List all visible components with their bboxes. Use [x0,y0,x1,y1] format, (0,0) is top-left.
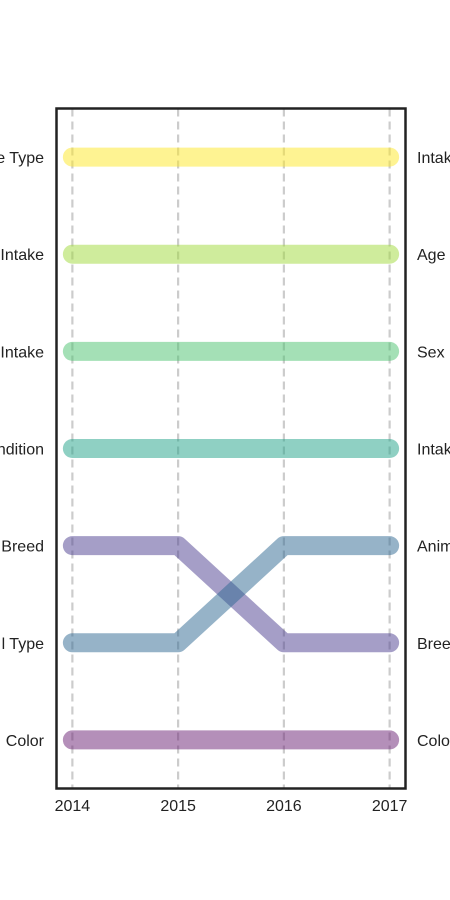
left-rank-label: ndition [0,442,44,459]
right-rank-label: Age [417,247,446,264]
right-rank-label: Intak [417,150,450,167]
right-rank-label: Bree [417,636,450,653]
left-rank-label: l Type [2,636,45,653]
left-rank-label: Color [6,733,45,750]
right-rank-label: Colo [417,733,450,750]
right-rank-labels: Intak Age Sex Intak Anim Bree Colo [417,150,450,750]
series-line-6 [62,536,400,653]
right-rank-label: Anim [417,539,450,556]
left-rank-label: Breed [1,539,44,556]
x-axis: 2014 2015 2016 2017 [55,798,408,815]
x-tick-label: 2017 [372,798,408,815]
left-rank-label: Intake [0,344,44,361]
left-rank-label: Intake [0,247,44,264]
series-lines [62,147,400,750]
x-tick-label: 2015 [160,798,196,815]
plot-frame [55,107,407,790]
right-rank-label: Sex [417,344,445,361]
left-rank-label: e Type [0,150,44,167]
left-rank-labels: e Type Intake Intake ndition Breed l Type Colo… [0,150,45,750]
x-tick-label: 2014 [55,798,91,815]
right-rank-label: Intak [417,442,450,459]
x-tick-label: 2016 [266,798,302,815]
